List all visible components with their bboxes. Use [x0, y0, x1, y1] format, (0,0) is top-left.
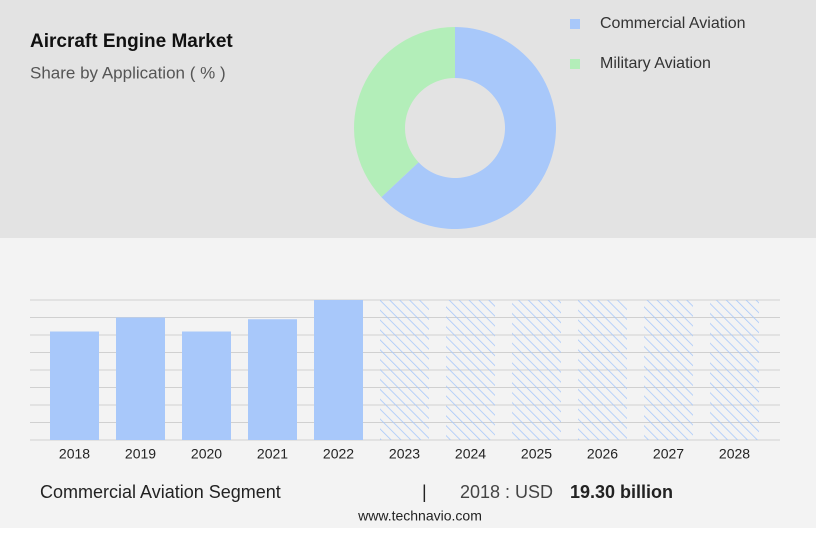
value-label: 19.30 billion — [570, 482, 673, 502]
x-tick-label: 2023 — [389, 446, 420, 462]
legend-label: Commercial Aviation — [600, 15, 746, 32]
segment-label: Commercial Aviation Segment — [40, 482, 281, 502]
subtitle: Share by Application ( % ) — [30, 63, 226, 82]
x-tick-label: 2028 — [719, 446, 750, 462]
x-tick-label: 2027 — [653, 446, 684, 462]
legend-label: Military Aviation — [600, 55, 711, 72]
bar — [248, 319, 297, 440]
forecast-bar — [380, 300, 429, 440]
x-tick-label: 2020 — [191, 446, 222, 462]
donut-slice — [354, 27, 455, 198]
x-tick-label: 2019 — [125, 446, 156, 462]
forecast-bar — [512, 300, 561, 440]
year-label: 2018 : USD — [460, 482, 553, 502]
x-tick-label: 2022 — [323, 446, 354, 462]
bar — [50, 331, 99, 440]
x-tick-label: 2021 — [257, 446, 288, 462]
x-tick-label: 2025 — [521, 446, 552, 462]
forecast-bar — [578, 300, 627, 440]
legend-swatch — [570, 59, 580, 69]
x-tick-label: 2026 — [587, 446, 618, 462]
forecast-bar — [446, 300, 495, 440]
forecast-bar — [710, 300, 759, 440]
donut-slice — [381, 27, 556, 229]
forecast-bar — [644, 300, 693, 440]
legend-swatch — [570, 19, 580, 29]
separator: | — [422, 482, 427, 502]
x-tick-label: 2018 — [59, 446, 90, 462]
bar — [314, 300, 363, 440]
source: www.technavio.com — [357, 508, 482, 524]
title: Aircraft Engine Market — [30, 31, 233, 52]
x-tick-label: 2024 — [455, 446, 486, 462]
bar — [116, 317, 165, 440]
bar — [182, 331, 231, 440]
